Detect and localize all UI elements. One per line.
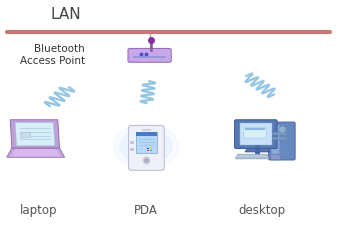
Text: LAN: LAN <box>51 7 82 22</box>
FancyBboxPatch shape <box>147 150 149 152</box>
Circle shape <box>114 125 178 168</box>
FancyBboxPatch shape <box>245 129 265 131</box>
FancyBboxPatch shape <box>128 49 171 63</box>
Polygon shape <box>15 123 55 146</box>
FancyBboxPatch shape <box>150 150 152 152</box>
Polygon shape <box>235 155 269 159</box>
FancyBboxPatch shape <box>269 123 295 160</box>
Text: Bluetooth
Access Point: Bluetooth Access Point <box>20 44 85 66</box>
FancyBboxPatch shape <box>21 133 31 138</box>
Text: desktop: desktop <box>238 203 285 216</box>
Polygon shape <box>10 120 60 148</box>
FancyBboxPatch shape <box>129 126 164 171</box>
Polygon shape <box>7 148 65 158</box>
Text: laptop: laptop <box>20 203 58 216</box>
FancyBboxPatch shape <box>136 133 157 136</box>
FancyBboxPatch shape <box>136 133 157 153</box>
FancyBboxPatch shape <box>240 124 272 145</box>
Text: PDA: PDA <box>134 203 158 216</box>
FancyBboxPatch shape <box>235 120 277 149</box>
Polygon shape <box>11 149 60 157</box>
FancyBboxPatch shape <box>273 138 287 140</box>
FancyBboxPatch shape <box>244 128 266 139</box>
FancyBboxPatch shape <box>150 148 152 150</box>
FancyBboxPatch shape <box>147 148 149 150</box>
FancyBboxPatch shape <box>273 133 287 135</box>
FancyBboxPatch shape <box>133 57 167 59</box>
FancyBboxPatch shape <box>271 155 281 160</box>
Polygon shape <box>245 150 270 152</box>
FancyBboxPatch shape <box>271 125 279 156</box>
Circle shape <box>121 129 172 164</box>
